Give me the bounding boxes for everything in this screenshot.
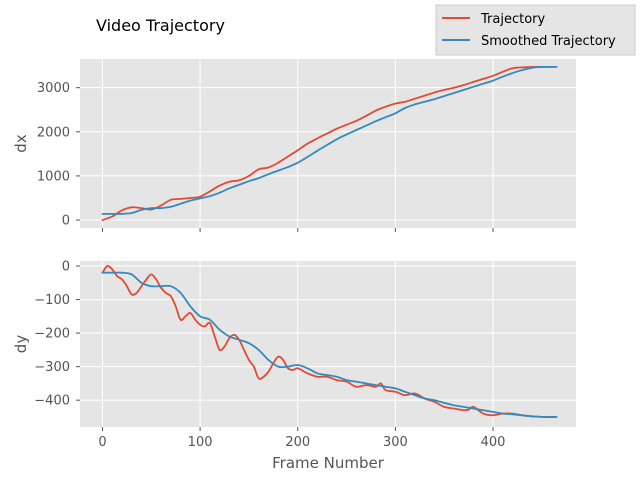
dy-y-tick-label: −100: [34, 293, 70, 308]
dy-y-axis-label: dy: [12, 335, 30, 354]
dy-y-tick-label: −200: [34, 327, 70, 342]
dx-y-tick-label: 0: [62, 214, 70, 229]
dx-y-tick-label: 3000: [37, 81, 70, 96]
legend: Trajectory Smoothed Trajectory: [436, 5, 635, 55]
x-tick-label: 400: [481, 435, 506, 450]
dx-y-axis-label: dx: [12, 134, 30, 153]
dy-y-tick-label: 0: [62, 260, 70, 275]
x-tick-label: 0: [98, 435, 106, 450]
dx-y-tick-label: 1000: [37, 169, 70, 184]
dy-y-tick-label: −300: [34, 360, 70, 375]
dy-y-tick-label: −400: [34, 394, 70, 409]
x-tick-label: 200: [285, 435, 310, 450]
x-tick-label: 100: [188, 435, 213, 450]
dx-y-tick-label: 2000: [37, 125, 70, 140]
legend-label-trajectory: Trajectory: [480, 12, 545, 27]
x-axis-label: Frame Number: [272, 454, 385, 472]
chart-title: Video Trajectory: [96, 16, 225, 35]
dx-subplot: 0 1000 2000 3000 dx: [12, 59, 576, 232]
legend-label-smoothed-trajectory: Smoothed Trajectory: [481, 34, 616, 49]
x-tick-label: 300: [383, 435, 408, 450]
dy-subplot: 0 100 200 300 400 0 −100 −200 −300 −400 dy: [12, 260, 576, 450]
